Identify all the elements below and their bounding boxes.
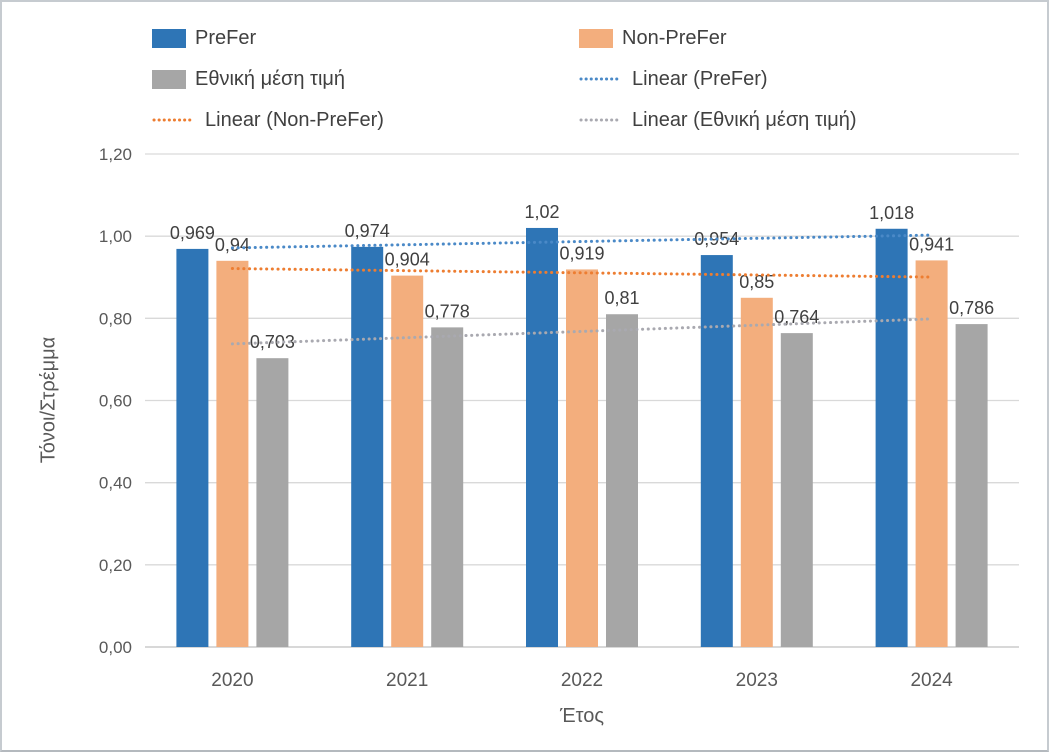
legend-item-3: Εθνική μέση τιμή [152, 67, 579, 91]
legend-label: PreFer [195, 26, 257, 49]
legend-swatch-icon [152, 28, 186, 48]
trendline [230, 267, 934, 279]
x-category-label: 2020 [211, 670, 253, 691]
y-tick-label: 1,00 [99, 227, 132, 246]
legend-dotted-line-icon [152, 118, 196, 122]
y-tick-label: 0,40 [99, 474, 132, 493]
data-label: 0,778 [425, 301, 470, 321]
legend-label: Linear (Non-PreFer) [205, 108, 384, 131]
chart-legend: PreFer Non-PreFer Εθνική μέση τιμή Linear (… [152, 26, 1009, 132]
bar [955, 324, 988, 647]
bar [256, 358, 289, 647]
bar [606, 314, 638, 647]
legend-swatch-icon [152, 69, 186, 89]
legend-item-2: Non-PreFer [579, 26, 1009, 50]
data-label: 0,786 [949, 298, 994, 318]
trendline [230, 233, 934, 250]
data-label: 1,018 [869, 203, 914, 223]
legend-label: Linear (Εθνική μέση τιμή) [632, 108, 857, 131]
bar [566, 269, 598, 647]
y-tick-label: 0,80 [99, 309, 132, 328]
legend-label: Linear (PreFer) [632, 67, 768, 90]
legend-item-5: Linear (Non-PreFer) [152, 108, 579, 132]
data-label: 0,919 [559, 243, 604, 263]
y-tick-label: 0,20 [99, 556, 132, 575]
bar [875, 228, 908, 647]
legend-dotted-line-icon [579, 118, 623, 122]
y-tick-label: 1,20 [99, 145, 132, 164]
legend-swatch-icon [579, 28, 613, 48]
x-axis-title: Έτος [559, 705, 605, 727]
y-axis-title: Τόνοι/Στρέμμα [37, 336, 60, 464]
bar [740, 297, 773, 647]
data-label: 1,02 [524, 202, 559, 222]
legend-dotted-line-icon [579, 77, 623, 81]
legend-label: Εθνική μέση τιμή [195, 67, 346, 90]
data-label: 0,85 [739, 272, 774, 292]
bar [526, 227, 558, 647]
bar [700, 255, 733, 647]
legend-item-1: PreFer [152, 26, 579, 50]
x-category-label: 2022 [561, 670, 603, 691]
bar [176, 248, 209, 647]
bar [351, 246, 384, 647]
bar [915, 260, 948, 647]
x-category-label: 2023 [736, 670, 778, 691]
bar [431, 327, 464, 647]
x-category-label: 2021 [386, 670, 428, 691]
data-label: 0,94 [215, 235, 250, 255]
bar [216, 260, 249, 647]
legend-item-6: Linear (Εθνική μέση τιμή) [579, 108, 1009, 132]
legend-item-4: Linear (PreFer) [579, 67, 1009, 91]
legend-label: Non-PreFer [622, 26, 727, 49]
y-tick-label: 0,00 [99, 638, 132, 657]
data-label: 0,904 [385, 250, 430, 270]
bar [391, 275, 424, 647]
data-label: 0,941 [909, 234, 954, 254]
data-label: 0,974 [345, 221, 390, 241]
x-category-label: 2024 [910, 670, 953, 691]
data-label: 0,81 [604, 288, 639, 308]
bar [780, 333, 813, 647]
y-tick-label: 0,60 [99, 392, 132, 411]
data-label: 0,969 [170, 223, 215, 243]
